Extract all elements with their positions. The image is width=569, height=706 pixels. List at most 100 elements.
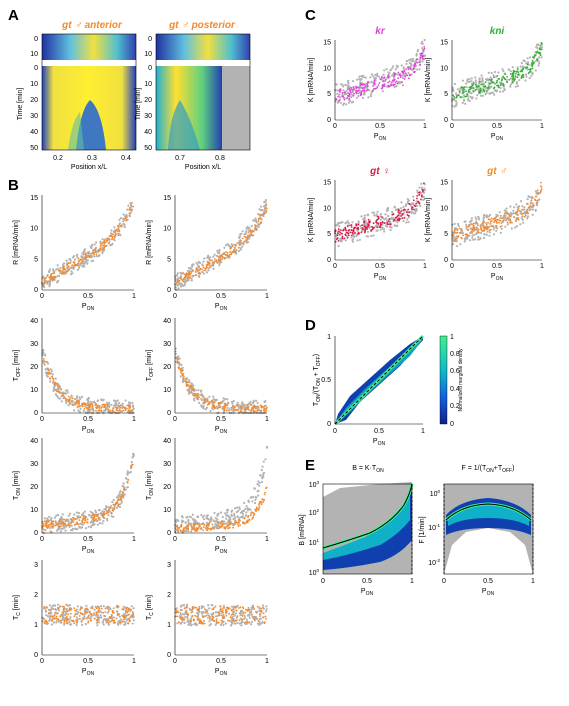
b-plot-r0c1-point (229, 251, 232, 253)
b-plot-r1c0-gray-point (70, 399, 73, 402)
c-plot-3-point (504, 215, 507, 217)
b-plot-r1c1-gray-point (213, 398, 216, 401)
c-plot-0-point (376, 86, 379, 88)
b-plot-r3c0-point (65, 620, 68, 622)
b-plot-r0c0-point (94, 249, 97, 251)
b-plot-r2c1-gray-point (260, 480, 264, 484)
c-plot-1-point (511, 78, 514, 80)
b-plot-r1c0-gray-point (51, 373, 55, 376)
b-plot-r0c1-point (265, 210, 268, 212)
b-plot-r0c0-point (84, 258, 87, 260)
b-plot-r0c0-point (85, 255, 87, 257)
c-plot-2-point (347, 229, 350, 232)
b-plot-r1c0-gray-point (110, 403, 113, 406)
c-plot-1-point (536, 59, 539, 62)
b-plot-r0c0-point (88, 251, 91, 253)
b-plot-r2c0-gray-point (102, 519, 105, 523)
b-plot-r2c1-point (260, 503, 263, 505)
b-plot-r2c1-point (234, 519, 237, 521)
b-xtick: 0 (40, 536, 44, 543)
b-plot-r3c1-gray-point (228, 619, 231, 622)
b-plot-r3c0-point (85, 608, 88, 610)
c-plot-0-gray-point (388, 72, 391, 75)
c-plot-3-point (480, 224, 483, 227)
b-plot-r2c1-gray-point (216, 518, 219, 521)
c-plot-2-gray-point (390, 216, 393, 220)
b-plot-r2c0-gray-point (107, 514, 110, 517)
c-ytick: 0 (444, 257, 448, 264)
b-plot-r1c1-gray-point (243, 406, 246, 409)
b-plot-r1c1-gray-point (226, 398, 229, 401)
b-plot-r3c1-point (178, 621, 180, 623)
b-plot-r0c1-point (205, 267, 208, 269)
b-plot-r0c0-gray-point (55, 268, 58, 271)
b-plot-r2c1-point (180, 526, 183, 528)
c-plot-2-gray-point (388, 225, 392, 229)
b-plot-r1c1-point (187, 381, 190, 383)
b-plot-r0c1-point (252, 230, 255, 233)
c-plot-3-gray-point (531, 213, 534, 216)
c-plot-1-point (461, 90, 464, 92)
b-plot-r2c0-point (93, 516, 96, 519)
c-plot-3-point (477, 228, 480, 231)
b-plot-r3c1-point (252, 606, 255, 608)
b-plot-r2c0-gray-point (118, 491, 121, 494)
b-plot-r3c1-point (179, 612, 182, 614)
c-plot-2-point (360, 231, 363, 234)
b-plot-r0c0-point (71, 264, 74, 267)
c-plot-3-gray-point (474, 216, 477, 219)
b-plot-r3c0-gray-point (91, 605, 94, 608)
c-plot-3-gray-point (521, 218, 524, 221)
b-plot-r3c1-point (245, 608, 247, 611)
b-xlabel: PON (215, 546, 228, 555)
b-plot-r1c0-gray-point (43, 353, 46, 356)
c-plot-0-point (412, 68, 415, 71)
b-plot-r2c0-point (47, 524, 50, 526)
b-plot-r0c0-point (87, 252, 90, 255)
b-plot-r3c1-gray-point (208, 607, 211, 610)
b-plot-r1c1-gray-point (181, 366, 184, 369)
b-plot-r3c1-gray-point (180, 604, 183, 608)
b-plot-r2c1-point (174, 530, 177, 533)
b-plot-r0c0-point (125, 219, 128, 222)
b-plot-r2c1-point (246, 519, 249, 522)
panel-a-title-left: gt ♂ anterior (61, 20, 123, 31)
c-plot-0-gray-point (410, 64, 413, 67)
b-plot-r1c0-point (54, 388, 57, 391)
b-plot-r0c1-point (184, 273, 186, 276)
c-plot-1-gray-point (481, 77, 484, 80)
b-plot-r0c1-gray-point (220, 261, 223, 264)
c-plot-2-point (379, 221, 382, 224)
b-plot-r2c0-point (64, 520, 67, 523)
b-plot-r0c1-gray-point (261, 209, 264, 212)
c-plot-2-point (418, 194, 420, 196)
c-plot-3-gray-point (515, 203, 518, 206)
c-plot-3-point (506, 221, 509, 224)
b-plot-r2c1-gray-point (235, 510, 238, 514)
b-plot-r0c1-gray-point (179, 275, 182, 278)
b-plot-r0c0-point (73, 263, 76, 266)
c-plot-0-point (366, 82, 368, 85)
b-plot-r3c1-gray-point (258, 622, 261, 626)
b-plot-r2c1-gray-point (174, 521, 178, 524)
b-plot-r2c1-gray-point (214, 523, 217, 526)
b-xtick: 0.5 (216, 658, 226, 665)
b-plot-r3c1-point (238, 612, 241, 614)
b-plot-r1c1-point (180, 367, 182, 370)
b-plot-r3c1-point (221, 621, 224, 623)
b-plot-r2c1-point (239, 524, 242, 526)
c-plot-3-gray-point (495, 229, 498, 232)
c-plot-2-point (367, 223, 370, 226)
c-plot-0-point (393, 72, 396, 75)
c-plot-2-point (392, 219, 395, 222)
c-plot-1-point (512, 69, 515, 72)
b-plot-r0c1-point (199, 268, 201, 271)
b-plot-r1c1-point (265, 409, 268, 412)
b-plot-r3c1-point (192, 618, 195, 621)
b-plot-r1c0-gray-point (78, 396, 81, 399)
b-plot-r1c0-point (132, 406, 134, 408)
c-plot-3-point (468, 234, 471, 237)
c-plot-0-gray-point (408, 59, 411, 62)
b-plot-r3c0-point (46, 606, 48, 609)
